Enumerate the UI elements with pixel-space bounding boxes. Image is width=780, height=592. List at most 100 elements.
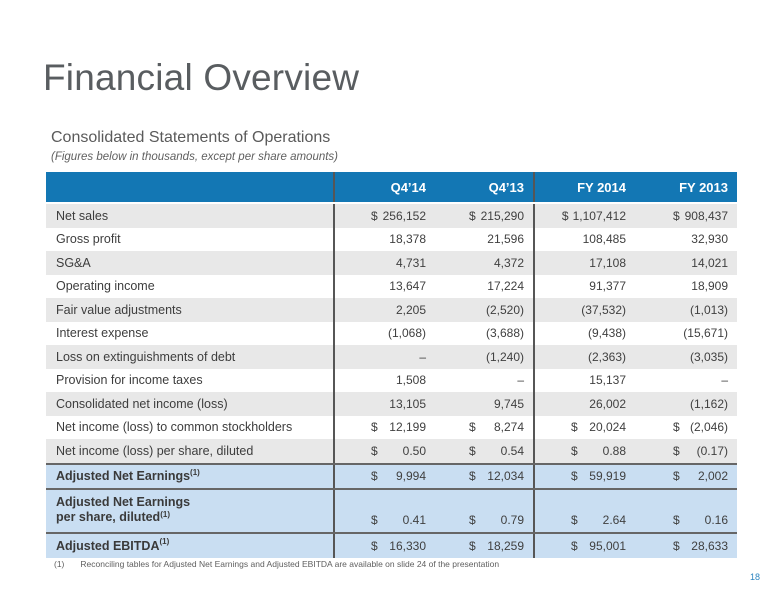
table-cell: 26,002 xyxy=(533,392,635,416)
cell-value: (2,363) xyxy=(587,349,626,364)
table-header-row: Q4’14 Q4’13 FY 2014 FY 2013 xyxy=(46,172,737,202)
cell-value: 0.16 xyxy=(704,512,728,527)
currency-symbol: $ xyxy=(371,208,378,223)
table-cell: (2,520) xyxy=(435,298,533,322)
table-cell: $8,274 xyxy=(435,416,533,440)
currency-symbol: $ xyxy=(673,469,680,483)
row-label: Operating income xyxy=(56,279,155,294)
table-cell: (2,363) xyxy=(533,345,635,369)
row-label: Provision for income taxes xyxy=(56,373,203,388)
cell-value: (15,671) xyxy=(683,326,728,341)
table-cell: $2.64 xyxy=(533,489,635,532)
table-cell: 108,485 xyxy=(533,227,635,251)
table-cell: $95,001 xyxy=(533,533,635,558)
currency-symbol xyxy=(469,350,473,364)
table-cell: $0.88 xyxy=(533,439,635,463)
table-cell: $215,290 xyxy=(435,204,533,228)
cell-value: (37,532) xyxy=(581,302,626,317)
table-cell: $ (2,046) xyxy=(635,416,737,440)
column-header-fy-2013: FY 2013 xyxy=(679,179,728,195)
table-cell: 18,909 xyxy=(635,275,737,299)
cell-value: 2.64 xyxy=(602,512,626,527)
table-cell: – xyxy=(333,345,435,369)
currency-symbol xyxy=(469,326,473,340)
currency-symbol xyxy=(673,232,677,246)
table-row-adjusted-ebitda: Adjusted EBITDA (1) $16,330 $18,259 $95,0… xyxy=(46,531,737,558)
table-cell: 14,021 xyxy=(635,251,737,275)
row-label-text: Adjusted EBITDA xyxy=(56,538,160,553)
currency-symbol xyxy=(571,350,575,364)
row-label: Consolidated net income (loss) xyxy=(56,396,228,411)
row-label-line1: Adjusted Net Earnings xyxy=(56,495,191,509)
currency-symbol xyxy=(673,303,677,317)
currency-symbol: $ xyxy=(371,443,378,458)
currency-symbol xyxy=(469,397,473,411)
cell-value: 0.41 xyxy=(402,512,426,527)
table-cell: (1,013) xyxy=(635,298,737,322)
currency-symbol: $ xyxy=(673,420,680,435)
currency-symbol: $ xyxy=(571,469,578,483)
cell-value: (1,068) xyxy=(387,326,426,341)
cell-value: (2,046) xyxy=(689,420,728,435)
cell-value: 59,919 xyxy=(589,469,626,483)
currency-symbol: $ xyxy=(571,420,578,435)
table-cell: $908,437 xyxy=(635,204,737,228)
table-cell: $12,199 xyxy=(333,415,435,439)
cell-value: (3,688) xyxy=(485,326,524,341)
footnote: (1) Reconciling tables for Adjusted Net … xyxy=(54,559,499,569)
cell-value: 16,330 xyxy=(389,538,426,553)
currency-symbol: $ xyxy=(469,420,476,435)
cell-value: 21,596 xyxy=(487,232,524,247)
currency-symbol xyxy=(673,397,677,411)
cell-value: (1,013) xyxy=(689,302,728,317)
table-cell: 17,108 xyxy=(533,251,635,275)
cell-value: 17,108 xyxy=(589,255,626,270)
currency-symbol: $ xyxy=(673,538,680,553)
cell-value: 8,274 xyxy=(493,420,524,435)
table-row-gross-profit: Gross profit 18,378 21,596 108,485 32,93… xyxy=(46,227,737,252)
cell-value: 1,107,412 xyxy=(572,208,626,223)
cell-value: 12,199 xyxy=(389,420,426,435)
cell-value: (2,520) xyxy=(485,302,524,317)
row-label: Adjusted Net Earnings (1) xyxy=(46,465,333,488)
table-cell: 4,731 xyxy=(333,251,435,275)
currency-symbol: $ xyxy=(371,420,378,435)
cell-value: 0.50 xyxy=(402,443,426,458)
currency-symbol xyxy=(571,397,575,411)
currency-symbol xyxy=(371,397,375,411)
table-cell: 4,372 xyxy=(435,251,533,275)
cell-value: 18,909 xyxy=(691,279,728,294)
cell-value: 91,377 xyxy=(589,279,626,294)
column-header-q4-14: Q4’14 xyxy=(333,172,435,202)
currency-symbol xyxy=(571,326,575,340)
table-cell: (1,240) xyxy=(435,345,533,369)
cell-value: (1,162) xyxy=(689,396,728,411)
table-cell: 32,930 xyxy=(635,228,737,252)
table-cell: $18,259 xyxy=(435,534,533,558)
table-cell: (1,068) xyxy=(333,321,435,345)
currency-symbol xyxy=(571,279,575,293)
currency-symbol xyxy=(469,279,473,293)
footnote-text: Reconciling tables for Adjusted Net Earn… xyxy=(80,559,500,569)
table-cell: $2,002 xyxy=(635,465,737,488)
table-row-adjusted-net-earnings: Adjusted Net Earnings (1) $9,994 $12,034 … xyxy=(46,462,737,488)
table-cell: $0.54 xyxy=(435,439,533,463)
cell-value: 13,647 xyxy=(389,279,426,294)
cell-value: 2,205 xyxy=(395,302,426,317)
table-cell: (3,035) xyxy=(635,345,737,369)
table-row-consolidated-net-income: Consolidated net income (loss) 13,105 9,… xyxy=(46,392,737,416)
table-cell: (15,671) xyxy=(635,322,737,346)
row-label: Interest expense xyxy=(56,326,149,341)
currency-symbol xyxy=(371,232,375,246)
table-cell: $59,919 xyxy=(533,464,635,488)
table-cell: 15,137 xyxy=(533,368,635,392)
cell-value: 9,994 xyxy=(395,469,426,483)
currency-symbol: $ xyxy=(371,538,378,553)
table-row-net-sales: Net sales $256,152 $215,290 $1,107,412 $… xyxy=(46,204,737,228)
table-cell: $0.79 xyxy=(435,490,533,532)
table-cell: 1,508 xyxy=(333,368,435,392)
table-cell: 18,378 xyxy=(333,227,435,251)
cell-value: (3,035) xyxy=(689,349,728,364)
currency-symbol xyxy=(571,303,575,317)
